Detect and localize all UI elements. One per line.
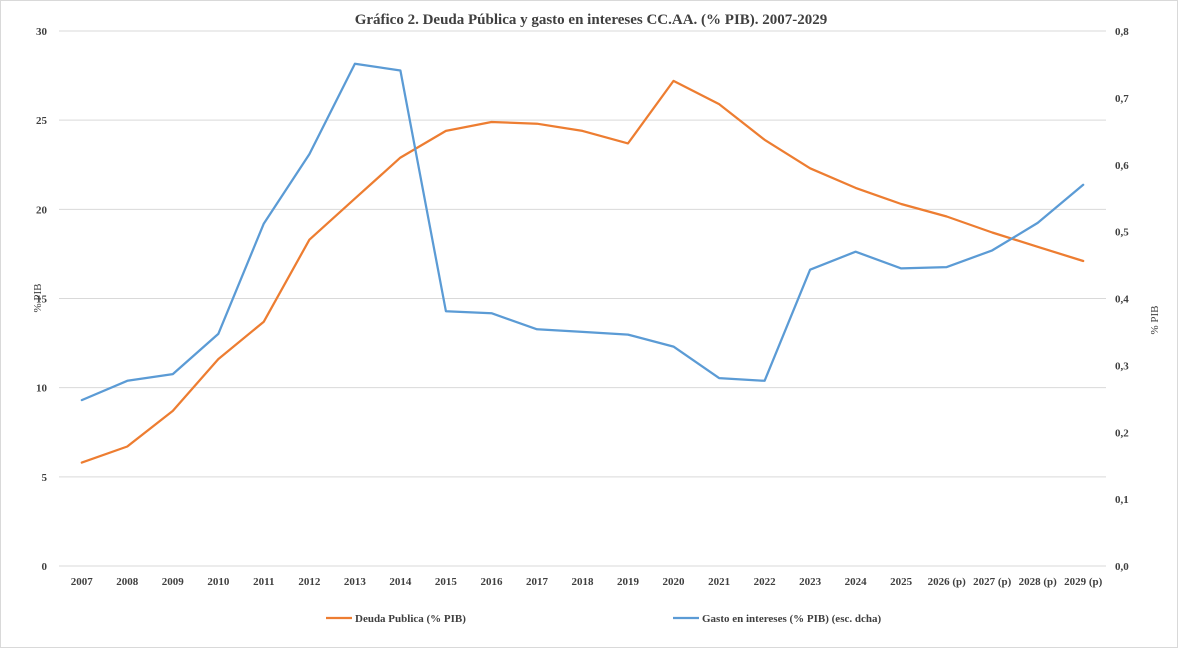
x-tick-label: 2027 (p) xyxy=(973,576,1012,588)
x-axis-ticks: 2007 2008 2009 2010 2011 2012 2013 2014 2015 2016… xyxy=(71,576,1103,588)
right-tick-label: 0,5 xyxy=(1115,227,1129,239)
x-tick-label: 2022 xyxy=(754,576,777,588)
right-tick-label: 0,4 xyxy=(1115,294,1129,306)
x-tick-label: 2028 (p) xyxy=(1019,576,1058,588)
x-tick-label: 2015 xyxy=(435,576,458,588)
x-tick-label: 2011 xyxy=(253,576,274,588)
right-axis-ticks: 0,0 0,1 0,2 0,3 0,4 0,5 0,6 0,7 0,8 xyxy=(1115,26,1129,573)
x-tick-label: 2020 xyxy=(663,576,686,588)
x-tick-label: 2021 xyxy=(708,576,730,588)
x-tick-label: 2007 xyxy=(71,576,94,588)
x-tick-label: 2013 xyxy=(344,576,367,588)
left-tick-label: 20 xyxy=(36,204,48,216)
left-axis-ticks: 0 5 10 15 20 25 30 xyxy=(36,26,48,573)
right-tick-label: 0,2 xyxy=(1115,427,1129,439)
x-tick-label: 2026 (p) xyxy=(928,576,967,588)
right-tick-label: 0,6 xyxy=(1115,160,1129,172)
chart-title: Gráfico 2. Deuda Pública y gasto en inte… xyxy=(355,12,828,28)
x-tick-label: 2024 xyxy=(845,576,868,588)
left-tick-label: 15 xyxy=(36,294,48,306)
legend-label: Deuda Publica (% PIB) xyxy=(355,613,466,625)
x-tick-label: 2014 xyxy=(389,576,412,588)
left-tick-label: 25 xyxy=(36,115,48,127)
right-tick-label: 0,8 xyxy=(1115,26,1129,38)
series-lines xyxy=(80,62,1085,464)
right-tick-label: 0,0 xyxy=(1115,561,1129,573)
legend-label: Gasto en intereses (% PIB) (esc. dcha) xyxy=(702,613,881,625)
gridlines xyxy=(59,30,1106,567)
left-tick-label: 5 xyxy=(42,472,48,484)
x-tick-label: 2009 xyxy=(162,576,185,588)
x-tick-label: 2023 xyxy=(799,576,822,588)
x-tick-label: 2017 xyxy=(526,576,549,588)
x-tick-label: 2016 xyxy=(480,576,503,588)
left-tick-label: 30 xyxy=(36,26,48,38)
x-tick-label: 2029 (p) xyxy=(1064,576,1103,588)
left-tick-label: 10 xyxy=(36,383,48,395)
legend: Deuda Publica (% PIB) Gasto en intereses … xyxy=(326,613,881,625)
x-tick-label: 2019 xyxy=(617,576,640,588)
right-tick-label: 0,7 xyxy=(1115,93,1129,105)
series-line-2 xyxy=(80,62,1085,402)
x-tick-label: 2012 xyxy=(298,576,321,588)
x-tick-label: 2025 xyxy=(890,576,913,588)
series-line-1 xyxy=(80,79,1085,464)
right-axis-title: % PIB xyxy=(1149,305,1161,334)
left-tick-label: 0 xyxy=(42,561,48,573)
left-axis-title: % PIB xyxy=(32,283,44,312)
x-tick-label: 2010 xyxy=(207,576,230,588)
right-tick-label: 0,1 xyxy=(1115,494,1129,506)
right-tick-label: 0,3 xyxy=(1115,360,1129,372)
x-tick-label: 2018 xyxy=(572,576,595,588)
x-tick-label: 2008 xyxy=(116,576,139,588)
